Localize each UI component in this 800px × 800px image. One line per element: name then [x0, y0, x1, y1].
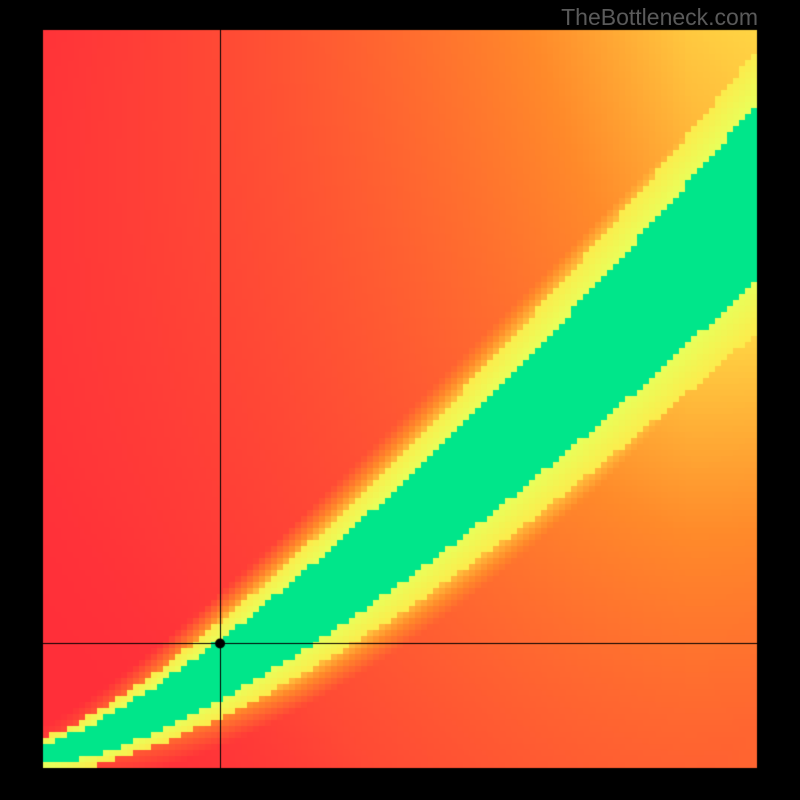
- watermark-label: TheBottleneck.com: [561, 4, 758, 31]
- bottleneck-heatmap: [0, 0, 800, 800]
- chart-container: TheBottleneck.com: [0, 0, 800, 800]
